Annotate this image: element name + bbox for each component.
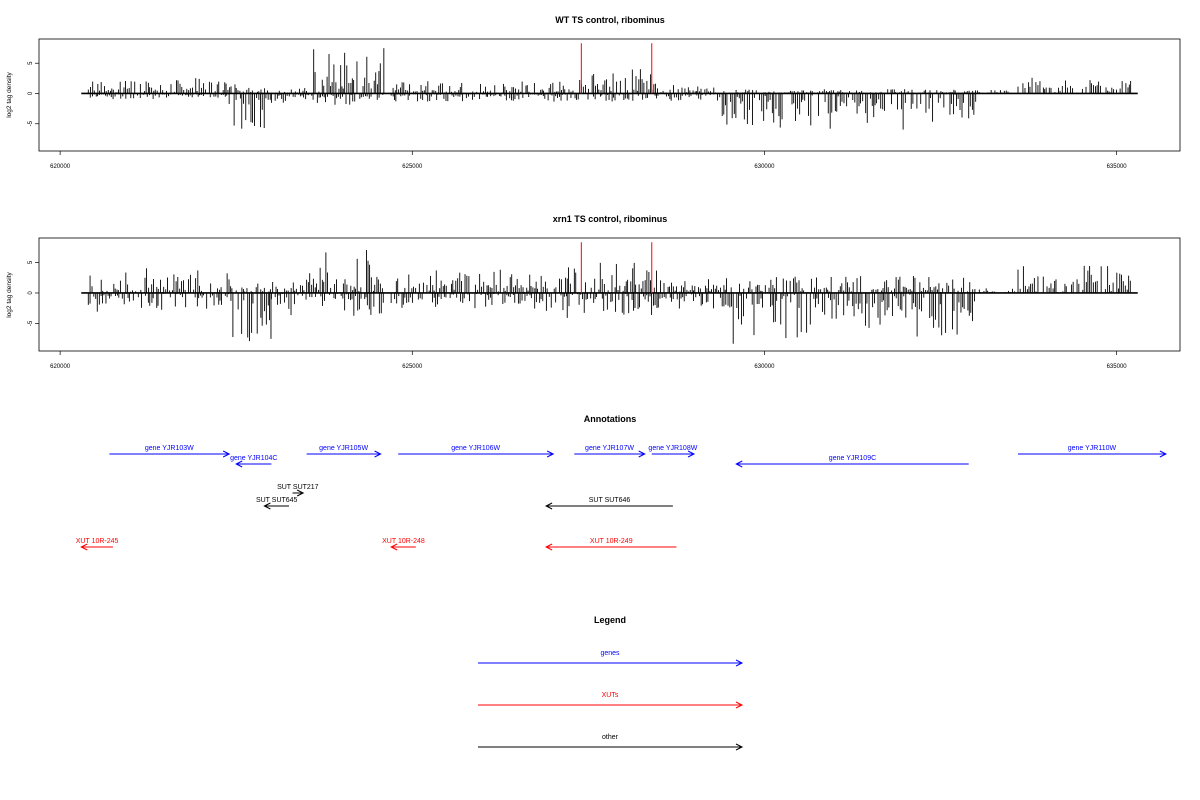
arrow-head <box>544 543 553 551</box>
arrow-head <box>735 659 744 667</box>
annotation-item: gene YJR107W <box>574 445 646 458</box>
x-tick-label: 625000 <box>402 364 423 370</box>
y-tick-label: -5 <box>28 120 34 126</box>
arrow-head <box>546 450 555 458</box>
annotation-items: gene YJR103W gene YJR104C gene YJR105W gene… <box>76 445 1168 551</box>
annotation-item: SUT SUT217 <box>277 484 319 497</box>
arrow-head <box>638 450 646 458</box>
y-tick-label: 5 <box>28 260 34 264</box>
arrow-head <box>735 701 744 709</box>
annotation-item: XUT 10R-245 <box>76 538 119 551</box>
annotation-item: gene YJR103W <box>109 445 231 458</box>
legend-item: genes <box>478 650 744 667</box>
annotation-item: XUT 10R-248 <box>382 538 425 551</box>
arrow-head <box>735 743 744 751</box>
y-tick-label: 5 <box>28 61 34 65</box>
arrow-head <box>222 450 231 458</box>
y-axis-label: log2 tag density <box>6 71 13 117</box>
annotation-label: SUT SUT646 <box>589 497 631 504</box>
red-markers <box>580 242 653 293</box>
legend-label: other <box>602 734 619 741</box>
arrow-head <box>1159 450 1168 458</box>
x-tick-label: 635000 <box>1107 364 1128 370</box>
annotations-title: Annotations <box>584 414 637 424</box>
annotation-label: gene YJR106W <box>451 445 500 452</box>
annotation-label: gene YJR110W <box>1068 445 1117 452</box>
annotation-item: gene YJR109C <box>735 455 969 468</box>
arrow-head <box>544 502 553 510</box>
red-markers <box>580 43 653 94</box>
annotation-label: gene YJR104C <box>230 455 277 462</box>
x-axis: 620000 625000 630000 635000 <box>50 351 1127 370</box>
annotation-label: XUT 10R-249 <box>590 538 633 545</box>
annotation-label: gene YJR108W <box>648 445 697 452</box>
x-tick-label: 620000 <box>50 164 71 170</box>
arrow-head <box>296 489 305 497</box>
track-title: xrn1 TS control, ribominus <box>553 214 668 224</box>
legend-title: Legend <box>594 615 626 625</box>
legend-items: genes XUTs other <box>478 650 744 751</box>
annotation-label: XUT 10R-245 <box>76 538 119 545</box>
annotation-item: gene YJR104C <box>230 455 277 468</box>
annotation-label: XUT 10R-248 <box>382 538 425 545</box>
arrow-head <box>735 460 743 468</box>
y-axis: -5 0 5 <box>28 260 39 326</box>
legend-item: other <box>478 734 744 751</box>
track-title: WT TS control, ribominus <box>555 15 665 25</box>
annotation-label: gene YJR103W <box>145 445 194 452</box>
legend-label: XUTs <box>602 692 619 699</box>
coverage-bars <box>81 48 1138 130</box>
annotation-label: gene YJR109C <box>829 455 876 462</box>
arrow-head <box>263 502 271 510</box>
coverage-bars <box>81 250 1138 344</box>
arrow-head <box>390 543 398 551</box>
y-tick-label: 0 <box>28 91 34 95</box>
annotation-item: gene YJR105W <box>306 445 382 458</box>
legend-label: genes <box>600 650 620 657</box>
annotation-label: gene YJR105W <box>319 445 368 452</box>
annotation-label: SUT SUT645 <box>256 497 298 504</box>
y-axis-label: log2 tag density <box>6 271 13 317</box>
annotation-item: gene YJR110W <box>1018 445 1168 458</box>
annotation-label: SUT SUT217 <box>277 484 319 491</box>
x-tick-label: 635000 <box>1107 164 1128 170</box>
x-tick-label: 620000 <box>50 364 71 370</box>
annotation-item: gene YJR106W <box>398 445 555 458</box>
arrow-head <box>80 543 88 551</box>
y-axis: -5 0 5 <box>28 61 39 126</box>
annotation-label: gene YJR107W <box>585 445 634 452</box>
arrow-head <box>235 460 243 468</box>
y-tick-label: 0 <box>28 291 34 295</box>
track-panel-xrn1: xrn1 TS control, ribominus log2 tag dens… <box>6 214 1181 370</box>
x-tick-label: 630000 <box>754 164 775 170</box>
plot-frame <box>38 237 1181 352</box>
x-axis: 620000 625000 630000 635000 <box>50 151 1127 170</box>
legend-panel: Legend genes XUTs other <box>478 615 744 751</box>
y-tick-label: -5 <box>28 320 34 326</box>
track-panel-wt: WT TS control, ribominus log2 tag densit… <box>6 15 1181 170</box>
annotation-item: SUT SUT645 <box>256 497 298 510</box>
arrow-head <box>374 450 382 458</box>
plot-frame <box>38 38 1181 152</box>
annotation-item: gene YJR108W <box>648 445 698 458</box>
annotation-item: XUT 10R-249 <box>544 538 677 551</box>
arrow-head <box>687 450 696 458</box>
annotation-item: SUT SUT646 <box>544 497 673 510</box>
legend-item: XUTs <box>478 692 744 709</box>
x-tick-label: 630000 <box>754 364 775 370</box>
x-tick-label: 625000 <box>402 164 423 170</box>
